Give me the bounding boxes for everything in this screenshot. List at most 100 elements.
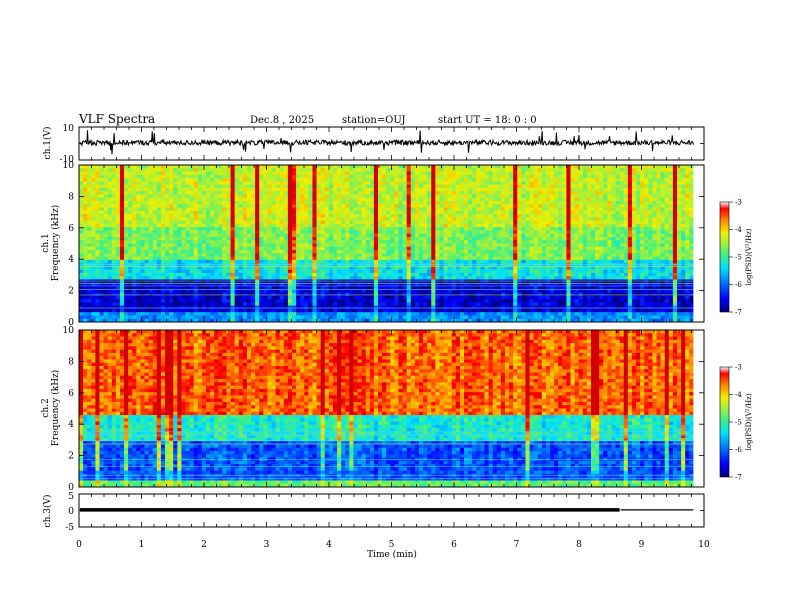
spec1-cell bbox=[378, 200, 383, 205]
spec1-cell bbox=[193, 210, 199, 215]
spec1-cell bbox=[504, 220, 510, 225]
spec1-cell bbox=[365, 256, 371, 261]
spec1-cell bbox=[263, 250, 268, 254]
spec1-cell bbox=[189, 197, 195, 202]
spec1-cell bbox=[185, 210, 190, 215]
spec1-cell bbox=[246, 236, 252, 241]
spec1-cell bbox=[304, 207, 309, 212]
spec1-cell bbox=[492, 256, 498, 261]
spec1-cell bbox=[132, 266, 137, 271]
spec1-cell bbox=[386, 181, 391, 186]
spec1-cell bbox=[132, 220, 137, 225]
spec1-cell bbox=[550, 227, 555, 231]
spec1-cell bbox=[382, 253, 387, 257]
spec1-cell bbox=[304, 269, 309, 274]
spec1-cell bbox=[537, 207, 543, 212]
spec1-cell bbox=[79, 171, 84, 176]
spec1-cell bbox=[140, 246, 145, 251]
spec1-cell bbox=[660, 207, 666, 212]
spec1-cell bbox=[525, 227, 530, 231]
spec1-cell bbox=[443, 246, 449, 251]
spec1-cell bbox=[353, 214, 358, 218]
spec1-cell bbox=[238, 246, 244, 251]
spec1-cell bbox=[586, 217, 592, 221]
spec1-cell bbox=[148, 217, 154, 221]
spec1-cell bbox=[689, 240, 694, 244]
spec1-cell bbox=[443, 171, 449, 176]
spec1-cell bbox=[275, 191, 281, 195]
spec1-cell bbox=[267, 168, 272, 172]
spec1-cell bbox=[99, 266, 104, 271]
spec1-cell bbox=[251, 217, 256, 221]
spec1-cell bbox=[353, 191, 358, 195]
spec1-cell bbox=[509, 256, 514, 261]
spec1-cell bbox=[509, 227, 514, 231]
spec1-cell bbox=[636, 214, 641, 218]
spec1-cell bbox=[353, 259, 358, 264]
spec1-cell bbox=[308, 168, 313, 172]
spec1-cell bbox=[230, 236, 236, 241]
spec1-cell bbox=[644, 253, 649, 257]
spec1-cell bbox=[500, 263, 506, 267]
spec1-cell bbox=[603, 263, 608, 267]
spec1-cell bbox=[427, 253, 432, 257]
spec1-cell bbox=[222, 214, 227, 218]
spec1-cell bbox=[414, 207, 420, 212]
spec1-cell bbox=[181, 214, 186, 218]
spec1-cell bbox=[87, 240, 92, 244]
spec1-cell bbox=[681, 204, 686, 208]
spec1-cell bbox=[320, 214, 326, 218]
spec1-cell bbox=[328, 256, 334, 261]
spec1-cell bbox=[152, 171, 158, 176]
spec1-cell bbox=[676, 230, 682, 235]
spec1-cell bbox=[681, 181, 686, 186]
spec1-cell bbox=[418, 266, 424, 271]
spec1-cell bbox=[304, 168, 309, 172]
spec1-cell bbox=[476, 187, 481, 192]
spec1-cell bbox=[353, 165, 358, 169]
spec1-cell bbox=[308, 200, 313, 205]
spec1-cell bbox=[443, 165, 449, 169]
spec1-cell bbox=[636, 256, 641, 261]
spec1-cell bbox=[574, 204, 580, 208]
spec1-cell bbox=[226, 204, 231, 208]
spec1-cell bbox=[595, 178, 600, 182]
spec1-cell bbox=[353, 256, 358, 261]
spec1-cell bbox=[545, 250, 551, 254]
spec1-cell bbox=[152, 236, 158, 241]
spec1-cell bbox=[185, 256, 190, 261]
spec1-cell bbox=[189, 256, 195, 261]
spec1-cell bbox=[394, 197, 399, 202]
spec1-cell bbox=[119, 233, 125, 238]
spec1-cell bbox=[382, 263, 387, 267]
spec1-cell bbox=[599, 233, 604, 238]
spec1-cell bbox=[545, 263, 551, 267]
spec1-cell bbox=[156, 227, 162, 231]
spec1-cell bbox=[382, 217, 387, 221]
spec1-cell bbox=[496, 191, 502, 195]
spec1-cell bbox=[87, 168, 92, 172]
spec1-cell bbox=[554, 230, 559, 235]
spec1-cell bbox=[402, 181, 408, 186]
spec1-cell bbox=[513, 197, 518, 202]
spec1-cell bbox=[537, 178, 543, 182]
spec1-cell bbox=[668, 168, 674, 172]
spec1-cell bbox=[197, 243, 203, 248]
spec1-cell bbox=[152, 200, 158, 205]
spec1-cell bbox=[316, 214, 322, 218]
spec1-cell bbox=[394, 233, 399, 238]
spec1-cell bbox=[296, 184, 301, 189]
spec1-cell bbox=[169, 214, 174, 218]
spec1-cell bbox=[238, 243, 244, 248]
spec1-cell bbox=[566, 210, 571, 215]
spec1-cell bbox=[443, 181, 449, 186]
spec1-cell bbox=[124, 178, 129, 182]
spec1-cell bbox=[169, 204, 174, 208]
spec1-cell bbox=[115, 194, 121, 199]
spec1-cell bbox=[337, 246, 342, 251]
spec1-cell bbox=[406, 187, 412, 192]
spec1-cell bbox=[140, 174, 145, 179]
spec1-cell bbox=[615, 187, 621, 192]
spec1-cell bbox=[226, 214, 231, 218]
spec1-cell bbox=[345, 269, 350, 274]
